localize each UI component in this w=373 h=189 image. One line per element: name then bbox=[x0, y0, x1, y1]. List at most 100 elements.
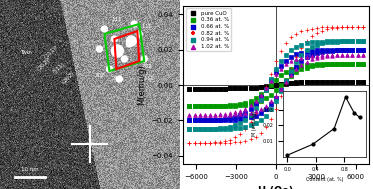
Point bbox=[197, 142, 203, 145]
Point bbox=[273, 60, 279, 63]
Point bbox=[288, 55, 294, 58]
Point bbox=[304, 28, 310, 31]
Point bbox=[242, 139, 248, 142]
Point bbox=[268, 103, 274, 106]
Point bbox=[242, 128, 248, 131]
Point bbox=[324, 28, 330, 31]
Point bbox=[298, 56, 304, 59]
Point bbox=[237, 87, 243, 90]
Point bbox=[304, 49, 310, 52]
Point bbox=[258, 108, 264, 111]
Point bbox=[192, 114, 198, 117]
Point bbox=[278, 83, 284, 86]
Point bbox=[253, 114, 258, 117]
Point bbox=[192, 105, 198, 108]
Point bbox=[212, 105, 218, 108]
Point bbox=[217, 127, 223, 130]
Point bbox=[344, 54, 350, 57]
Point bbox=[192, 87, 198, 90]
Y-axis label: M(emu/g): M(emu/g) bbox=[137, 65, 146, 105]
Point bbox=[294, 65, 300, 68]
Point bbox=[294, 71, 300, 74]
Point bbox=[298, 51, 304, 54]
Point bbox=[212, 141, 218, 144]
Point bbox=[309, 46, 315, 49]
Point bbox=[314, 56, 320, 59]
Point bbox=[237, 112, 243, 115]
Circle shape bbox=[97, 46, 103, 52]
Point bbox=[207, 105, 213, 108]
Point bbox=[222, 119, 228, 122]
Point bbox=[278, 64, 284, 67]
Text: 20$\bar{2}$: 20$\bar{2}$ bbox=[111, 74, 123, 83]
X-axis label: H (Oe): H (Oe) bbox=[258, 186, 294, 189]
Point bbox=[192, 113, 198, 116]
Point bbox=[288, 81, 294, 84]
Circle shape bbox=[101, 26, 107, 32]
Point bbox=[192, 87, 198, 90]
Point bbox=[304, 64, 310, 67]
Point bbox=[350, 25, 355, 28]
Point bbox=[360, 25, 366, 28]
Point bbox=[197, 105, 203, 108]
Point bbox=[222, 87, 228, 90]
Point bbox=[202, 127, 208, 130]
Point bbox=[354, 40, 360, 43]
Point bbox=[273, 83, 279, 86]
Point bbox=[273, 71, 279, 74]
Point bbox=[212, 87, 218, 90]
Point bbox=[329, 54, 335, 57]
Point bbox=[273, 94, 279, 97]
Circle shape bbox=[126, 36, 136, 46]
Point bbox=[258, 86, 264, 89]
Point bbox=[329, 27, 335, 30]
Point bbox=[278, 95, 284, 98]
Point bbox=[324, 40, 330, 43]
Point bbox=[288, 60, 294, 63]
Point bbox=[288, 74, 294, 77]
Point bbox=[354, 48, 360, 51]
Point bbox=[319, 26, 325, 29]
Point bbox=[207, 142, 213, 145]
Point bbox=[283, 59, 289, 62]
Point bbox=[202, 142, 208, 145]
Point bbox=[227, 87, 233, 90]
Point bbox=[197, 87, 203, 90]
Point bbox=[283, 80, 289, 83]
Circle shape bbox=[112, 36, 117, 42]
Point bbox=[222, 87, 228, 90]
Point bbox=[350, 80, 355, 83]
Point bbox=[242, 111, 248, 114]
Point bbox=[212, 113, 218, 116]
Point bbox=[314, 64, 320, 67]
Point bbox=[339, 63, 345, 66]
Point bbox=[227, 118, 233, 121]
Point bbox=[334, 63, 340, 66]
Point bbox=[268, 79, 274, 82]
Point bbox=[329, 26, 335, 29]
Point bbox=[248, 107, 254, 110]
Point bbox=[278, 67, 284, 70]
Point bbox=[242, 87, 248, 90]
Point bbox=[309, 53, 315, 56]
Point bbox=[294, 81, 300, 84]
Point bbox=[242, 107, 248, 110]
Point bbox=[258, 98, 264, 101]
Point bbox=[294, 57, 300, 60]
Point bbox=[339, 40, 345, 43]
Point bbox=[354, 53, 360, 57]
Point bbox=[227, 112, 233, 115]
Point bbox=[253, 101, 258, 104]
Point bbox=[186, 142, 192, 145]
Point bbox=[186, 105, 192, 108]
Point bbox=[283, 82, 289, 85]
Point bbox=[207, 113, 213, 116]
Point bbox=[344, 62, 350, 65]
Circle shape bbox=[106, 66, 112, 72]
Point bbox=[354, 48, 360, 51]
Point bbox=[283, 82, 289, 85]
Point bbox=[283, 41, 289, 44]
Point bbox=[192, 128, 198, 131]
Point bbox=[334, 54, 340, 57]
Point bbox=[237, 118, 243, 121]
